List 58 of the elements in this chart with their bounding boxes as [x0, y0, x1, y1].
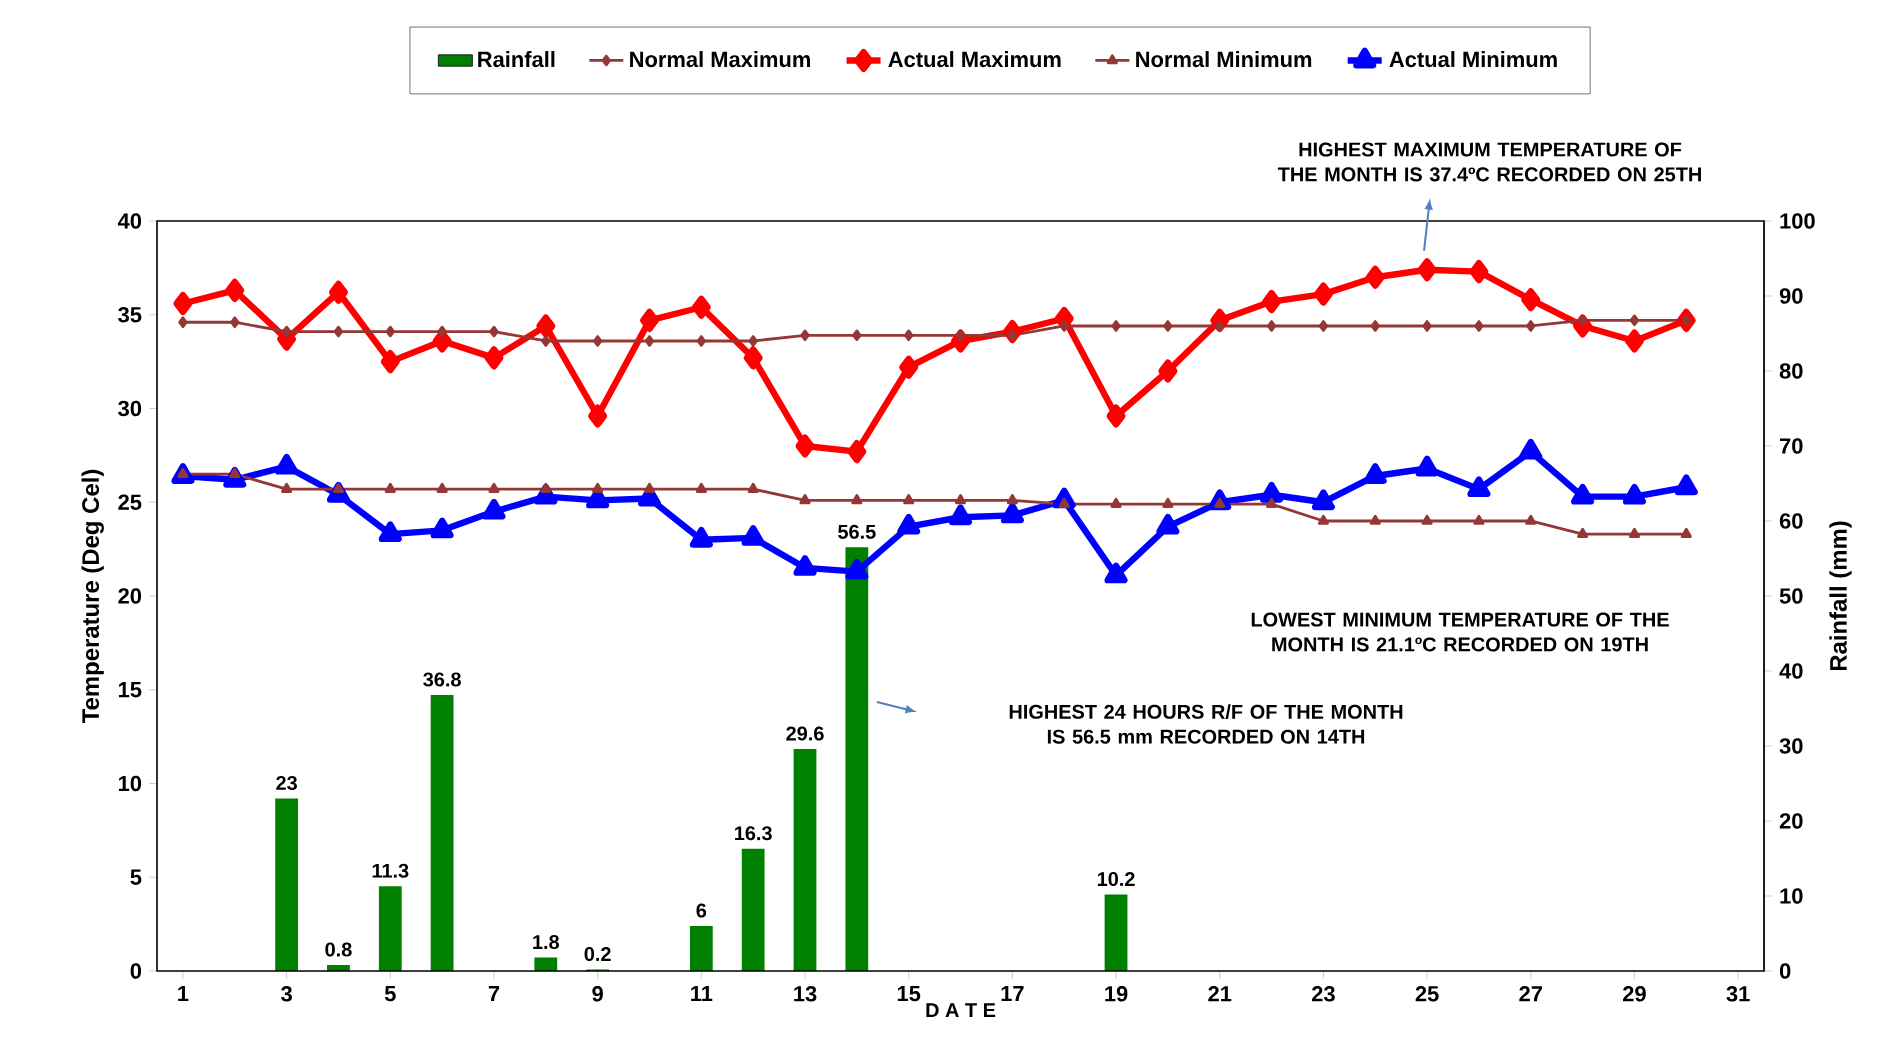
y-tick-label: 15 — [118, 682, 142, 698]
x-tick-label: 21 — [1208, 986, 1232, 1002]
y2-axis-title: Rainfall (mm) — [1829, 521, 1852, 671]
x-axis-title: D A T E — [926, 1003, 996, 1017]
y2-tick-label: 10 — [1780, 888, 1803, 904]
data-label: 29.6 — [786, 726, 824, 741]
x-tick-label: 29 — [1623, 986, 1646, 1002]
data-label: 10.2 — [1097, 871, 1135, 887]
annotation: HIGHEST 24 HOURS R/F OF THE MONTH IS 56.5 mm RECORDED ON 14TH — [1009, 704, 1403, 744]
y-tick-label: 5 — [130, 869, 142, 885]
y-tick-label: 35 — [118, 306, 142, 323]
y2-tick-label: 60 — [1779, 513, 1803, 529]
data-label: 0.2 — [584, 946, 611, 962]
y2-tick-label: 0 — [1779, 963, 1791, 979]
y-tick-label: 10 — [118, 775, 142, 792]
y2-tick-label: 50 — [1779, 588, 1803, 604]
x-tick-label: 1 — [178, 986, 189, 1002]
x-tick-label: 31 — [1726, 986, 1750, 1002]
y2-tick-label: 30 — [1779, 738, 1803, 754]
x-tick-label: 7 — [488, 986, 500, 1002]
x-tick-label: 5 — [384, 986, 396, 1002]
y-tick-label: 25 — [118, 494, 142, 510]
x-tick-label: 23 — [1311, 986, 1335, 1002]
y-axis-title: Temperature (Deg Cel) — [81, 469, 104, 724]
x-tick-label: 3 — [281, 986, 292, 1002]
data-label: 1.8 — [533, 934, 560, 950]
data-label: 16.3 — [735, 826, 772, 841]
y2-tick-label: 80 — [1779, 363, 1803, 379]
y2-tick-label: 20 — [1779, 813, 1803, 829]
text: HIGHEST MAXIMUM TEMPERATURE OF THE MONTH IS 37.4ºC RECORDED ON 25TH — [1277, 142, 1701, 182]
x-tick-label: 13 — [794, 986, 817, 1002]
legend-label: Actual Maximum — [888, 51, 1061, 68]
data-label: 23 — [276, 775, 297, 791]
x-tick-label: 19 — [1105, 986, 1128, 1002]
x-tick-label: 27 — [1519, 986, 1542, 1002]
x-tick-label: 17 — [1001, 986, 1024, 1002]
legend-label: Normal Minimum — [1136, 51, 1312, 68]
legend-label: Rainfall — [478, 51, 555, 68]
data-label: 56.5 — [838, 524, 876, 539]
y-tick-label: 30 — [118, 400, 142, 417]
x-tick-label: 9 — [592, 986, 603, 1002]
x-tick-label: 25 — [1415, 986, 1439, 1002]
data-label: 11.3 — [372, 863, 409, 878]
y2-tick-label: 70 — [1780, 438, 1803, 454]
data-label: 6 — [696, 903, 707, 918]
legend-label: Actual Minimum — [1389, 51, 1557, 68]
y-tick-label: 0 — [130, 963, 142, 979]
y2-tick-label: 40 — [1779, 663, 1803, 679]
y2-tick-label: 90 — [1779, 288, 1803, 304]
data-label: 36.8 — [423, 672, 461, 687]
data-label: 0.8 — [325, 942, 352, 957]
legend-label: Normal Maximum — [630, 51, 810, 68]
y2-tick-label: 100 — [1780, 213, 1815, 229]
x-tick-label: 15 — [897, 986, 921, 1002]
x-tick-label: 11 — [691, 986, 713, 1002]
annotation: LOWEST MINIMUM TEMPERATURE OF THE MONTH IS 21.1ºC RECORDED ON 19TH — [1251, 612, 1669, 652]
y-tick-label: 20 — [118, 588, 142, 604]
y-tick-label: 40 — [117, 213, 142, 229]
